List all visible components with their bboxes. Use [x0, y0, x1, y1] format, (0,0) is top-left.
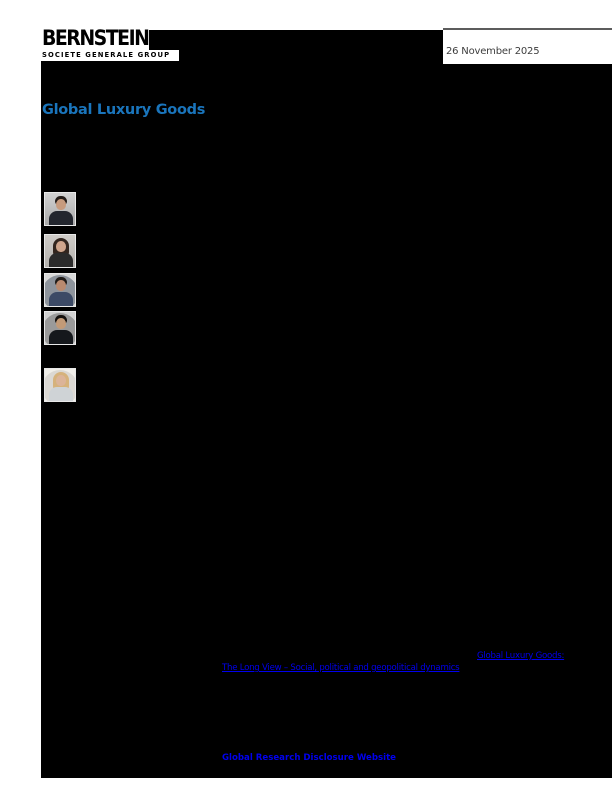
- photo-face: [56, 241, 66, 252]
- photo-torso: [49, 211, 73, 225]
- analyst-photo: [44, 368, 76, 402]
- analyst-photo: [44, 192, 76, 226]
- link-the-long-view-report[interactable]: The Long View – Social, political and ge…: [222, 663, 460, 673]
- link-global-luxury-goods[interactable]: Global Luxury Goods:: [477, 651, 565, 661]
- photo-torso: [49, 253, 73, 267]
- logo-group-text: SOCIETE GENERALE GROUP: [41, 50, 179, 61]
- content-background: [41, 30, 612, 778]
- bernstein-logo: BERNSTEIN SOCIETE GENERALE GROUP: [41, 27, 179, 61]
- photo-torso: [49, 387, 73, 401]
- link-global-research-disclosure-website[interactable]: Global Research Disclosure Website: [222, 753, 397, 763]
- publication-date-box: 26 November 2025: [443, 28, 612, 64]
- photo-face: [56, 280, 66, 291]
- analyst-photo: [44, 234, 76, 268]
- photo-torso: [49, 292, 73, 306]
- logo-brand-text: BERNSTEIN: [41, 26, 150, 50]
- photo-face: [56, 375, 66, 386]
- publication-date: 26 November 2025: [446, 46, 540, 57]
- page-title: Global Luxury Goods: [42, 102, 206, 118]
- photo-torso: [49, 330, 73, 344]
- photo-face: [56, 318, 66, 329]
- analyst-photo: [44, 311, 76, 345]
- analyst-photo: [44, 273, 76, 307]
- photo-face: [56, 199, 66, 210]
